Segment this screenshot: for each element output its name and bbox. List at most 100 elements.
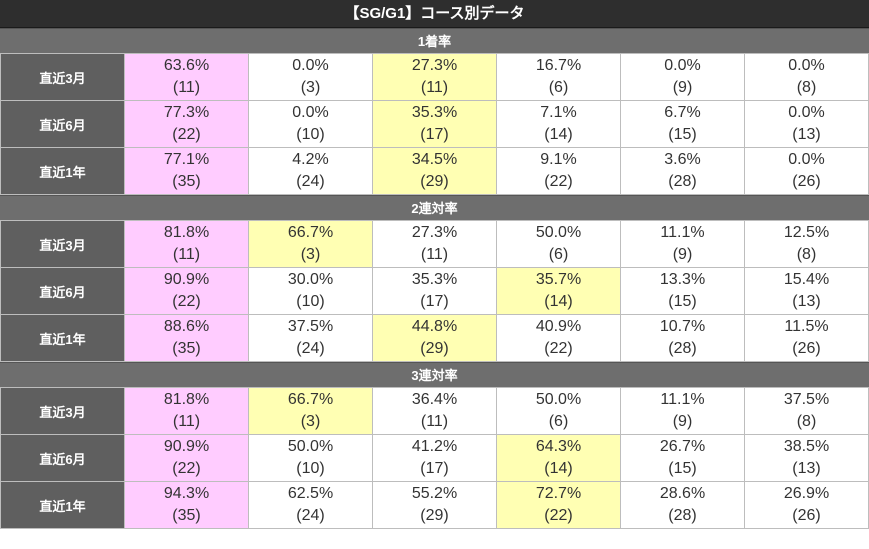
row-label: 直近1年 [0,314,125,362]
data-cell: 41.2% (17) [372,434,497,482]
data-cell: 28.6% (28) [620,481,745,529]
section-header: 3連対率 [0,362,869,387]
rate-value: 66.7% [287,391,334,408]
race-count: (9) [672,79,693,96]
rate-value: 6.7% [664,104,701,121]
table-title: 【SG/G1】コース別データ [0,0,869,28]
table-row: 直近1年 88.6% (35) 37.5% (24) 44.8% (29) 40.9% (22)… [0,314,869,362]
data-cell: 77.3% (22) [124,100,249,148]
data-cell: 3.6% (28) [620,147,745,195]
section-header: 2連対率 [0,195,869,220]
race-count: (13) [792,293,821,310]
data-cell: 66.7% (3) [248,387,373,435]
table-row: 直近1年 77.1% (35) 4.2% (24) 34.5% (29) 9.1% (22) 3.… [0,147,869,195]
race-count: (15) [668,293,697,310]
data-cell: 90.9% (22) [124,434,249,482]
rate-value: 36.4% [411,391,458,408]
rate-value: 15.4% [783,271,830,288]
data-cell: 50.0% (6) [496,387,621,435]
race-count: (6) [548,79,569,96]
race-count: (11) [420,246,449,263]
race-count: (15) [668,126,697,143]
rate-value: 11.1% [660,391,705,408]
rate-value: 27.3% [411,57,458,74]
data-cell: 55.2% (29) [372,481,497,529]
data-cell: 35.3% (17) [372,267,497,315]
race-count: (14) [544,460,573,477]
section-table: 直近3月 81.8% (11) 66.7% (3) 27.3% (11) 50.0% (6) 11… [0,220,869,362]
rate-value: 66.7% [287,224,334,241]
race-count: (14) [544,293,573,310]
rate-value: 64.3% [535,438,582,455]
data-cell: 13.3% (15) [620,267,745,315]
data-cell: 0.0% (13) [744,100,869,148]
data-cell: 62.5% (24) [248,481,373,529]
data-cell: 0.0% (8) [744,53,869,101]
data-cell: 36.4% (11) [372,387,497,435]
race-count: (28) [668,173,697,190]
rate-value: 81.8% [163,391,210,408]
data-cell: 34.5% (29) [372,147,497,195]
rate-value: 81.8% [163,224,210,241]
data-cell: 12.5% (8) [744,220,869,268]
row-label: 直近1年 [0,481,125,529]
race-count: (26) [792,173,821,190]
rate-value: 35.3% [411,104,458,121]
course-data-table: 【SG/G1】コース別データ 1着率 直近3月 63.6% (11) 0.0% (3) 27… [0,0,869,529]
race-count: (26) [792,340,821,357]
race-count: (11) [420,413,449,430]
section-table: 直近3月 81.8% (11) 66.7% (3) 36.4% (11) 50.0% (6) 11… [0,387,869,529]
race-count: (35) [172,507,201,524]
rate-value: 4.2% [292,151,329,168]
rate-value: 0.0% [292,104,329,121]
rate-value: 13.3% [659,271,706,288]
race-count: (6) [548,246,569,263]
data-cell: 64.3% (14) [496,434,621,482]
table-row: 直近3月 63.6% (11) 0.0% (3) 27.3% (11) 16.7% (6) 0.0… [0,53,869,101]
data-cell: 27.3% (11) [372,53,497,101]
rate-value: 62.5% [287,485,334,502]
row-label: 直近6月 [0,100,125,148]
rate-value: 11.1% [660,224,705,241]
rate-value: 11.5% [784,318,829,335]
race-count: (14) [544,126,573,143]
race-count: (8) [796,413,817,430]
table-row: 直近3月 81.8% (11) 66.7% (3) 36.4% (11) 50.0% (6) 11… [0,387,869,435]
data-cell: 11.1% (9) [620,387,745,435]
rate-value: 26.9% [783,485,830,502]
table-row: 直近3月 81.8% (11) 66.7% (3) 27.3% (11) 50.0% (6) 11… [0,220,869,268]
race-count: (10) [296,460,325,477]
data-cell: 66.7% (3) [248,220,373,268]
data-cell: 10.7% (28) [620,314,745,362]
race-count: (29) [420,507,449,524]
data-cell: 26.9% (26) [744,481,869,529]
race-count: (17) [420,293,449,310]
data-cell: 35.3% (17) [372,100,497,148]
data-cell: 9.1% (22) [496,147,621,195]
rate-value: 37.5% [783,391,830,408]
data-cell: 0.0% (26) [744,147,869,195]
rate-value: 90.9% [163,271,210,288]
race-count: (9) [672,246,693,263]
table-row: 直近6月 90.9% (22) 30.0% (10) 35.3% (17) 35.7% (14)… [0,267,869,315]
section-table: 直近3月 63.6% (11) 0.0% (3) 27.3% (11) 16.7% (6) 0.0… [0,53,869,195]
data-cell: 26.7% (15) [620,434,745,482]
data-cell: 6.7% (15) [620,100,745,148]
row-label: 直近6月 [0,267,125,315]
table-row: 直近6月 77.3% (22) 0.0% (10) 35.3% (17) 7.1% (14) 6.… [0,100,869,148]
rate-value: 41.2% [411,438,458,455]
rate-value: 30.0% [287,271,334,288]
rate-value: 0.0% [788,104,825,121]
rate-value: 44.8% [411,318,458,335]
rate-value: 0.0% [788,57,825,74]
data-cell: 4.2% (24) [248,147,373,195]
data-cell: 16.7% (6) [496,53,621,101]
race-count: (29) [420,173,449,190]
rate-value: 72.7% [535,485,582,502]
race-count: (15) [668,460,697,477]
race-count: (28) [668,340,697,357]
data-cell: 40.9% (22) [496,314,621,362]
data-cell: 0.0% (3) [248,53,373,101]
race-count: (10) [296,126,325,143]
rate-value: 9.1% [540,151,577,168]
